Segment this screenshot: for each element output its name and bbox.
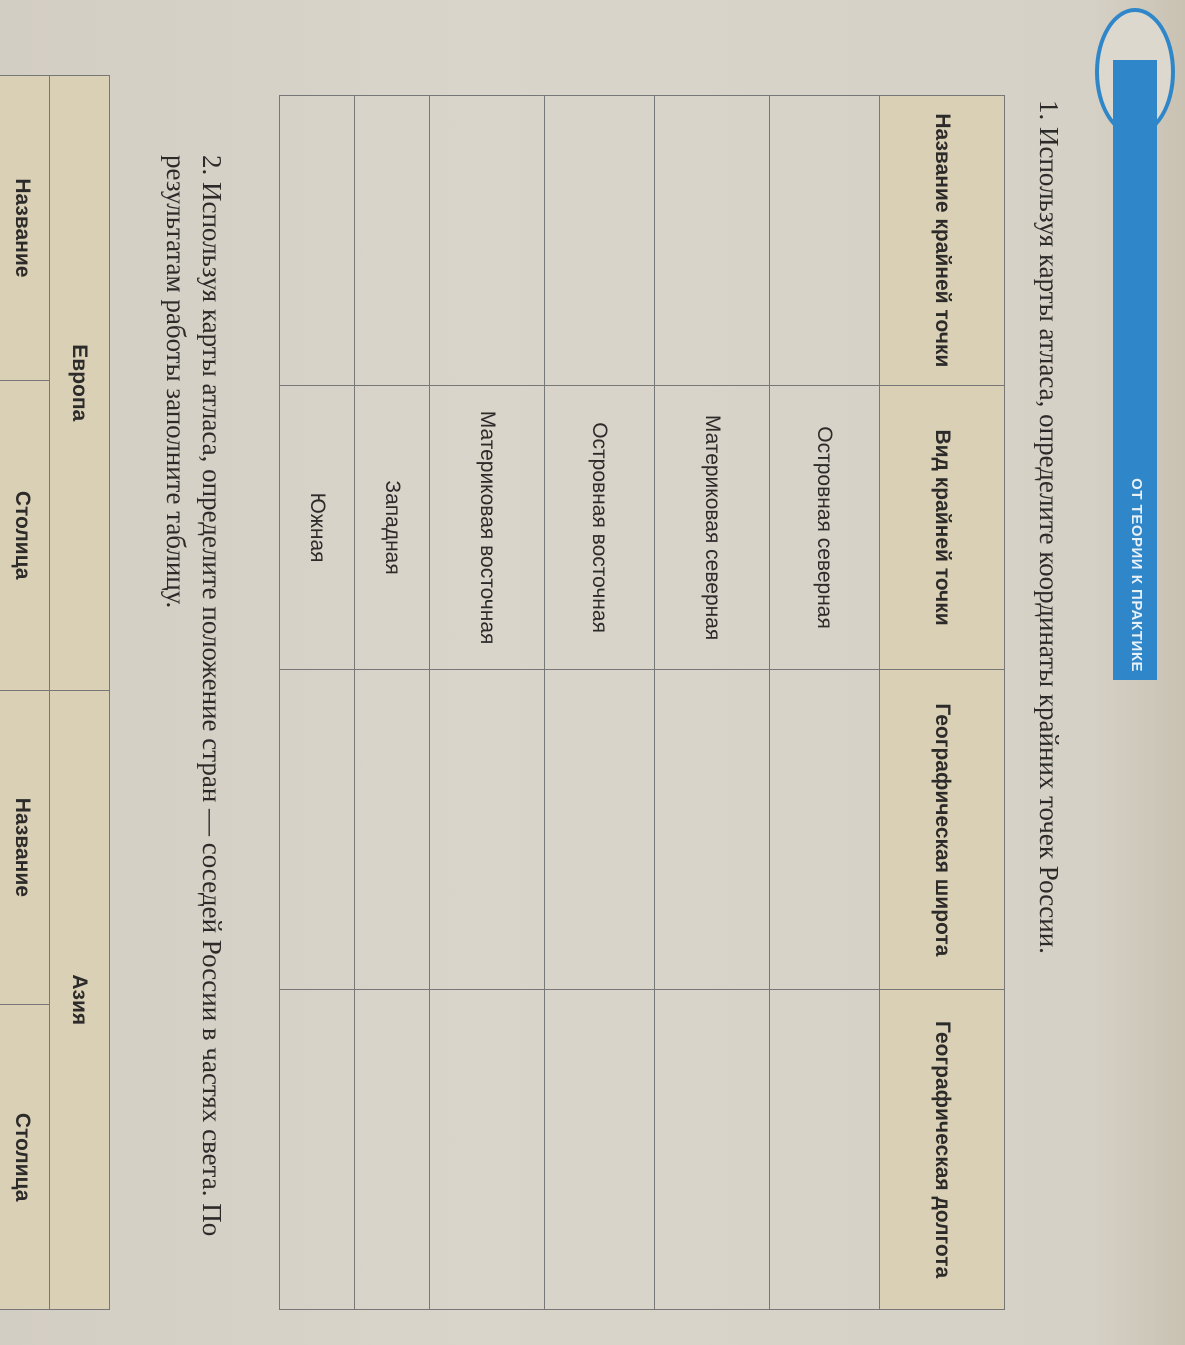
- header-cell: Название крайней точки: [879, 95, 1005, 386]
- table-row: Материковая восточная: [429, 95, 545, 1310]
- table-header-row: Название крайней точки Вид крайней точки…: [879, 95, 1005, 1310]
- cell[interactable]: [279, 95, 355, 386]
- cell[interactable]: [654, 989, 770, 1310]
- cell: Материковая северная: [654, 385, 770, 670]
- cell: Южная: [279, 385, 355, 670]
- header-cell: Географическая широта: [879, 669, 1005, 990]
- table-row: Западная: [354, 95, 430, 1310]
- cell: Материковая восточная: [429, 385, 545, 670]
- header-cell: Столица: [0, 1004, 50, 1310]
- table-subheader-row: Название Столица Название Столица: [0, 75, 50, 1310]
- header-cell: Вид крайней точки: [879, 385, 1005, 670]
- cell: Западная: [354, 385, 430, 670]
- cell[interactable]: [429, 989, 545, 1310]
- table-row: Материковая северная: [654, 95, 770, 1310]
- task1-text: 1. Используя карты атласа, определите ко…: [1034, 100, 1064, 954]
- cell: Островная северная: [769, 385, 880, 670]
- cell[interactable]: [544, 669, 655, 990]
- group-europe: Европа: [49, 75, 110, 690]
- cell[interactable]: [354, 669, 430, 990]
- cell[interactable]: [429, 95, 545, 386]
- cell[interactable]: [279, 669, 355, 990]
- cell[interactable]: [769, 989, 880, 1310]
- group-asia: Азия: [49, 690, 110, 1310]
- table-extreme-points: Название крайней точки Вид крайней точки…: [279, 95, 1005, 1310]
- table-neighbors: Европа Азия Название Столица Название Ст…: [0, 75, 110, 1310]
- table-row: Островная восточная: [544, 95, 655, 1310]
- cell[interactable]: [544, 989, 655, 1310]
- cell[interactable]: [354, 95, 430, 386]
- cell[interactable]: [279, 989, 355, 1310]
- header-cell: Название: [0, 690, 50, 1005]
- header-cell: Столица: [0, 380, 50, 690]
- band-text: ОТ ТЕОРИИ К ПРАКТИКЕ: [1128, 478, 1145, 672]
- cell[interactable]: [544, 95, 655, 386]
- task2-text: 2. Используя карты атласа, определите по…: [161, 155, 227, 1237]
- cell[interactable]: [429, 669, 545, 990]
- header-cell: Географическая долгота: [879, 989, 1005, 1310]
- cell: Островная восточная: [544, 385, 655, 670]
- cell[interactable]: [654, 669, 770, 990]
- table-row: Островная северная: [769, 95, 880, 1310]
- section-band: ОТ ТЕОРИИ К ПРАКТИКЕ: [1113, 60, 1157, 680]
- table-row: Южная: [279, 95, 355, 1310]
- table-group-row: Европа Азия: [49, 75, 110, 1310]
- cell[interactable]: [654, 95, 770, 386]
- cell[interactable]: [354, 989, 430, 1310]
- header-cell: Название: [0, 75, 50, 381]
- cell[interactable]: [769, 669, 880, 990]
- cell[interactable]: [769, 95, 880, 386]
